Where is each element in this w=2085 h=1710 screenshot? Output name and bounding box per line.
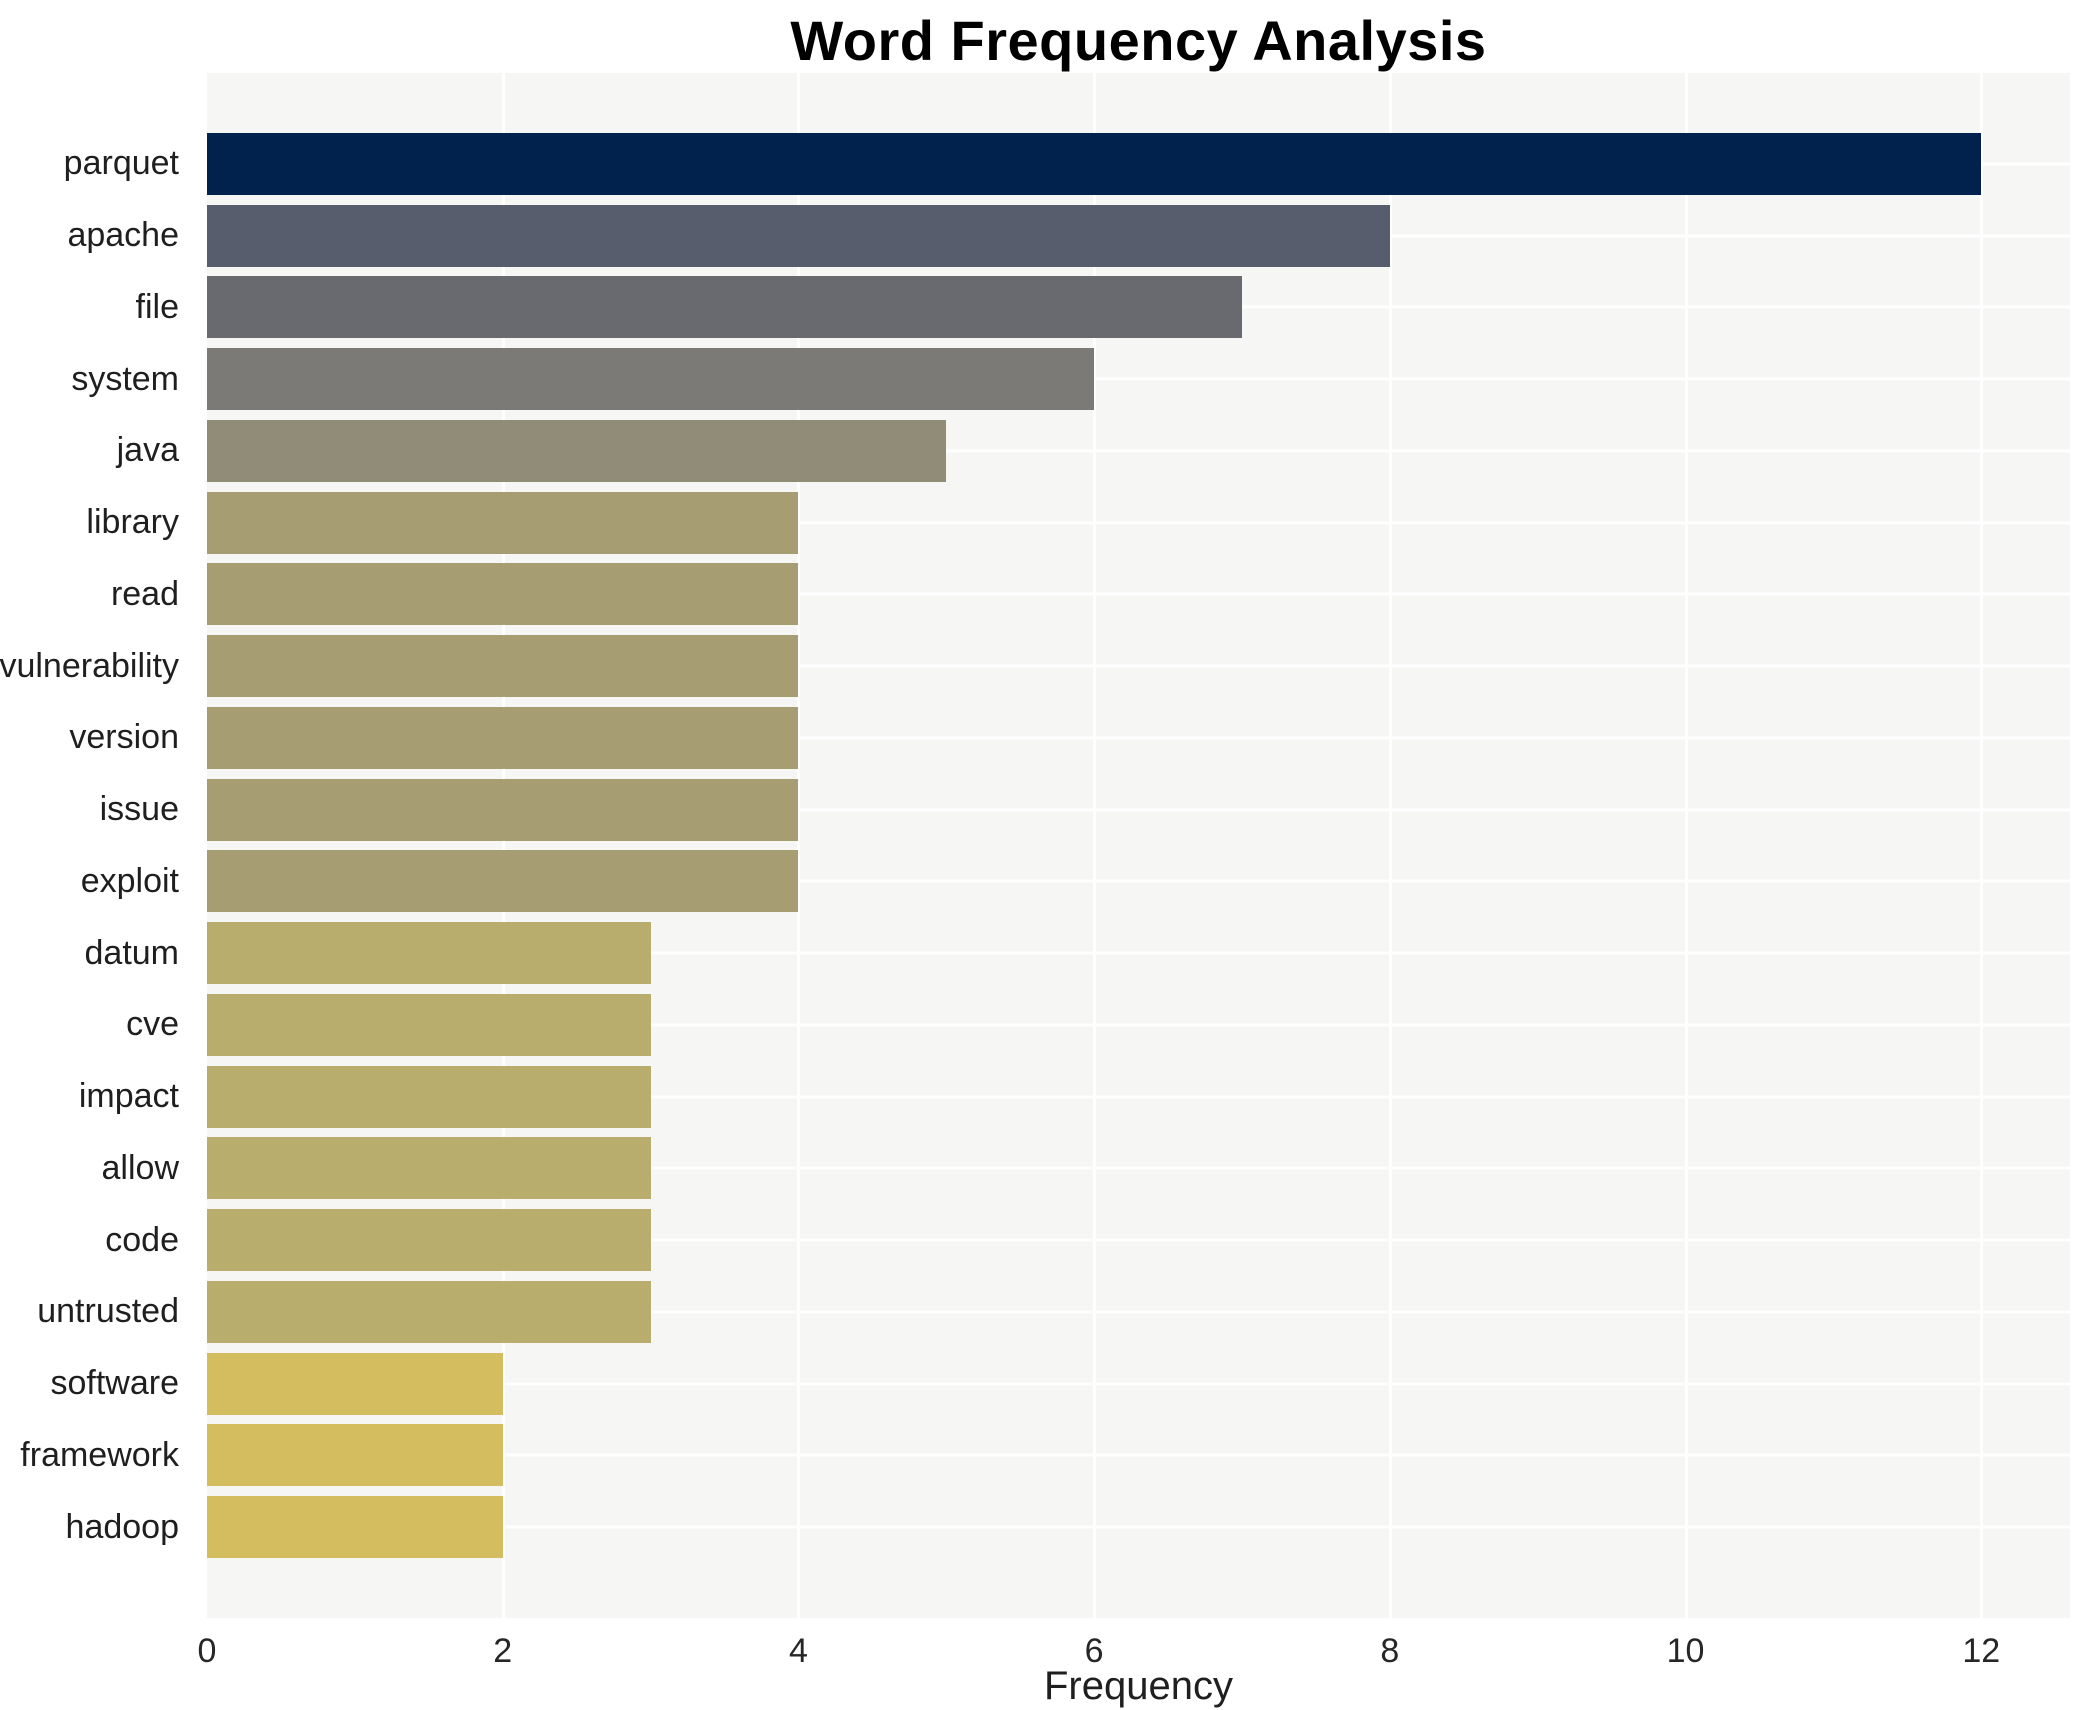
y-label-untrusted: untrusted [37, 1292, 179, 1331]
bar-row-java [207, 415, 2070, 487]
bar-issue [207, 778, 799, 841]
gridline-y-vulnerability [207, 664, 2070, 668]
gridline-y-datum [207, 951, 2070, 955]
gridline-y-exploit [207, 879, 2070, 883]
chart-title: Word Frequency Analysis [790, 9, 1487, 72]
bar-row-issue [207, 774, 2070, 846]
x-tick-0: 0 [197, 1632, 217, 1670]
x-tick-2: 2 [493, 1632, 513, 1670]
y-label-system: system [71, 359, 179, 398]
y-label-version: version [69, 718, 179, 757]
y-label-parquet: parquet [63, 144, 179, 183]
gridline-y-framework [207, 1453, 2070, 1457]
x-tick-8: 8 [1380, 1632, 1400, 1670]
bar-allow [207, 1137, 651, 1200]
x-tick-10: 10 [1666, 1632, 1705, 1670]
y-label-allow: allow [101, 1148, 179, 1187]
bar-row-allow [207, 1133, 2070, 1205]
x-tick-4: 4 [788, 1632, 808, 1670]
y-label-exploit: exploit [80, 861, 179, 900]
bar-read [207, 563, 799, 626]
y-label-read: read [110, 574, 179, 613]
gridline-y-allow [207, 1166, 2070, 1170]
bar-row-library [207, 487, 2070, 559]
bar-vulnerability [207, 635, 799, 698]
bar-exploit [207, 850, 799, 913]
bar-row-apache [207, 200, 2070, 272]
bar-library [207, 491, 799, 554]
bar-version [207, 706, 799, 769]
gridline-x-10 [1684, 73, 1688, 1618]
bar-apache [207, 204, 1390, 267]
gridline-y-untrusted [207, 1310, 2070, 1314]
gridline-y-software [207, 1382, 2070, 1386]
gridline-y-java [207, 449, 2070, 453]
bar-untrusted [207, 1280, 651, 1343]
bar-impact [207, 1065, 651, 1128]
gridline-x-8 [1388, 73, 1392, 1618]
gridline-y-version [207, 736, 2070, 740]
bar-row-vulnerability [207, 630, 2070, 702]
bar-rows [207, 128, 2070, 1563]
bar-row-parquet [207, 128, 2070, 200]
gridline-x-4 [797, 73, 801, 1618]
y-label-issue: issue [99, 790, 179, 829]
y-label-java: java [116, 431, 179, 470]
y-label-apache: apache [67, 216, 179, 255]
gridline-y-read [207, 592, 2070, 596]
y-label-vulnerability: vulnerability [0, 646, 179, 685]
plot-area [207, 73, 2070, 1618]
bar-code [207, 1209, 651, 1272]
bar-row-cve [207, 989, 2070, 1061]
y-label-datum: datum [84, 933, 180, 972]
y-axis-labels: parquet apache file system java library read vu… [0, 128, 193, 1563]
gridline-x-2 [501, 73, 505, 1618]
bar-row-untrusted [207, 1276, 2070, 1348]
gridline-x-6 [1093, 73, 1097, 1618]
bar-datum [207, 922, 651, 985]
gridline-y-hadoop [207, 1525, 2070, 1529]
bar-software [207, 1352, 503, 1415]
bar-framework [207, 1424, 503, 1487]
gridline-x-12 [1980, 73, 1984, 1618]
bar-row-hadoop [207, 1491, 2070, 1563]
gridline-y-issue [207, 808, 2070, 812]
x-axis-title: Frequency [1044, 1664, 1233, 1708]
gridline-y-system [207, 377, 2070, 381]
y-label-software: software [50, 1364, 180, 1403]
bar-cve [207, 993, 651, 1056]
bar-row-datum [207, 917, 2070, 989]
y-label-framework: framework [20, 1435, 179, 1474]
x-tick-12: 12 [1962, 1632, 2001, 1670]
bar-java [207, 419, 947, 482]
bar-parquet [207, 132, 1982, 195]
bar-row-read [207, 559, 2070, 631]
bar-system [207, 348, 1095, 411]
gridline-y-library [207, 521, 2070, 525]
bar-row-system [207, 343, 2070, 415]
x-axis-ticks: 0 2 4 6 8 10 12 [198, 1632, 2070, 1672]
bar-file [207, 276, 1242, 339]
bar-row-version [207, 702, 2070, 774]
bar-hadoop [207, 1496, 503, 1559]
bar-row-code [207, 1204, 2070, 1276]
y-label-hadoop: hadoop [65, 1507, 179, 1546]
bar-row-impact [207, 1061, 2070, 1133]
bar-row-exploit [207, 846, 2070, 918]
bar-row-file [207, 272, 2070, 344]
x-tick-6: 6 [1084, 1632, 1104, 1670]
y-label-code: code [105, 1220, 179, 1259]
gridline-y-cve [207, 1023, 2070, 1027]
y-label-library: library [86, 503, 179, 542]
gridline-y-impact [207, 1095, 2070, 1099]
bar-row-software [207, 1348, 2070, 1420]
y-label-impact: impact [78, 1077, 179, 1116]
y-label-cve: cve [126, 1005, 179, 1044]
y-label-file: file [135, 287, 179, 326]
gridline-y-code [207, 1238, 2070, 1242]
bar-row-framework [207, 1420, 2070, 1492]
